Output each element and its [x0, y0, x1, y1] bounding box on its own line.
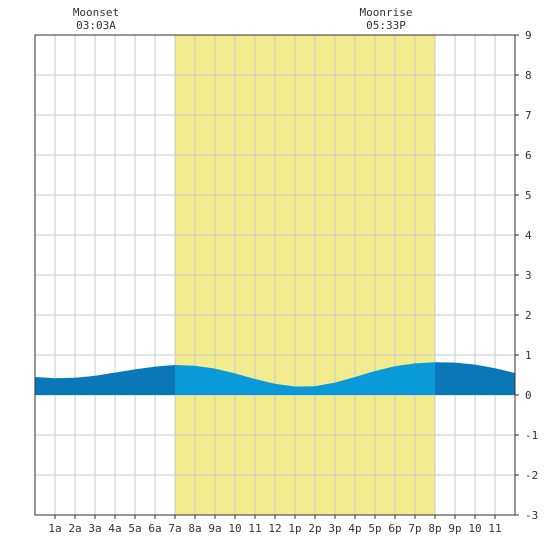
y-tick-label: 2 — [525, 309, 532, 322]
tide-area-segment — [55, 377, 75, 395]
x-tick-label: 9p — [448, 522, 461, 535]
y-tick-label: 3 — [525, 269, 532, 282]
moonset-label: Moonset — [73, 6, 119, 19]
tide-area-segment — [175, 365, 195, 395]
y-tick-label: -2 — [525, 469, 538, 482]
tide-area-segment — [275, 383, 295, 395]
x-tick-label: 2a — [68, 522, 81, 535]
tide-area-segment — [195, 365, 215, 395]
x-tick-label: 7a — [168, 522, 181, 535]
y-tick-label: -1 — [525, 429, 538, 442]
tide-area-segment — [455, 362, 475, 395]
x-tick-label: 7p — [408, 522, 421, 535]
x-tick-label: 8a — [188, 522, 201, 535]
y-tick-label: 4 — [525, 229, 532, 242]
tide-area-segment — [235, 373, 255, 395]
y-tick-label: 0 — [525, 389, 532, 402]
y-tick-label: 8 — [525, 69, 532, 82]
tide-area-segment — [95, 372, 115, 395]
x-tick-label: 3p — [328, 522, 341, 535]
x-tick-label: 5p — [368, 522, 381, 535]
x-tick-label: 9a — [208, 522, 221, 535]
x-tick-label: 10 — [228, 522, 241, 535]
tide-area-segment — [435, 362, 455, 395]
x-tick-label: 4a — [108, 522, 121, 535]
x-tick-label: 8p — [428, 522, 441, 535]
tide-area-segment — [215, 368, 235, 395]
tide-area-segment — [35, 377, 55, 395]
x-tick-label: 11 — [488, 522, 501, 535]
tide-area-segment — [135, 366, 155, 395]
x-tick-label: 2p — [308, 522, 321, 535]
moonrise-time: 05:33P — [366, 19, 406, 32]
x-tick-label: 12 — [268, 522, 281, 535]
y-tick-label: 7 — [525, 109, 532, 122]
y-tick-label: -3 — [525, 509, 538, 522]
x-tick-label: 1p — [288, 522, 301, 535]
y-tick-label: 6 — [525, 149, 532, 162]
tide-area-segment — [415, 362, 435, 395]
tide-area-segment — [115, 369, 135, 395]
x-tick-label: 4p — [348, 522, 361, 535]
x-tick-label: 5a — [128, 522, 141, 535]
tide-area-segment — [255, 379, 275, 395]
x-tick-label: 3a — [88, 522, 101, 535]
x-tick-label: 6a — [148, 522, 161, 535]
x-tick-label: 10 — [468, 522, 481, 535]
tide-area-segment — [475, 364, 495, 395]
x-tick-label: 11 — [248, 522, 261, 535]
tide-area-segment — [295, 386, 315, 395]
x-tick-label: 6p — [388, 522, 401, 535]
tide-area-segment — [75, 375, 95, 395]
tide-area-segment — [155, 365, 175, 395]
tide-area-segment — [395, 363, 415, 395]
moonrise-label: Moonrise — [360, 6, 413, 19]
y-tick-label: 9 — [525, 29, 532, 42]
y-tick-label: 1 — [525, 349, 532, 362]
y-tick-label: 5 — [525, 189, 532, 202]
tide-area-segment — [315, 382, 335, 395]
tide-area-segment — [375, 366, 395, 395]
tide-area-segment — [335, 377, 355, 395]
tide-area-segment — [355, 371, 375, 395]
moonset-time: 03:03A — [76, 19, 116, 32]
tide-area-segment — [495, 368, 515, 395]
x-tick-label: 1a — [48, 522, 61, 535]
